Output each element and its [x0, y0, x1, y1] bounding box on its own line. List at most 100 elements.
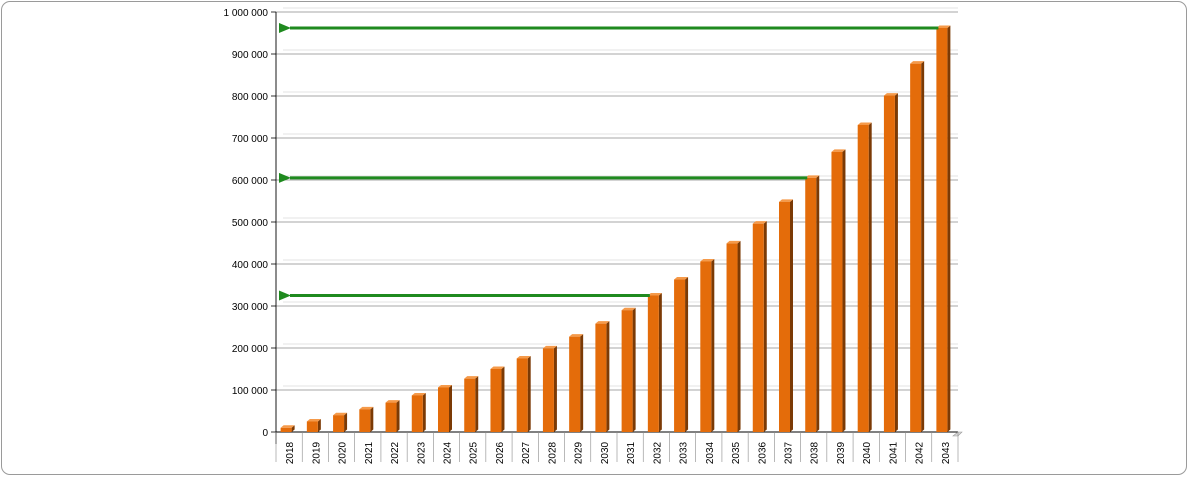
bar-front — [700, 261, 712, 432]
x-tick-label: 2023 — [416, 441, 427, 464]
bar-top — [752, 221, 767, 224]
bar-top — [726, 240, 741, 244]
bar — [280, 425, 295, 432]
annotation-arrows — [279, 22, 939, 301]
bar-front — [569, 336, 581, 432]
bar-front — [306, 421, 318, 432]
bar — [831, 149, 846, 433]
bar-top — [831, 149, 846, 152]
bar-side — [396, 400, 400, 432]
x-tick-label: 2040 — [862, 441, 873, 464]
x-tick-label: 2028 — [547, 441, 558, 464]
bar-front — [647, 295, 659, 432]
bar — [490, 366, 505, 432]
bar-front — [621, 310, 633, 432]
bar-front — [359, 409, 371, 432]
y-tick-label: 300 000 — [232, 302, 269, 313]
bar-top — [805, 175, 820, 178]
y-tick-label: 700 000 — [232, 134, 269, 145]
bar-side — [632, 307, 636, 432]
bar-front — [438, 387, 449, 432]
bar-side — [894, 93, 898, 432]
bar — [569, 334, 584, 432]
bar-top — [779, 199, 793, 202]
bar-top — [857, 122, 872, 125]
bar-top — [516, 356, 531, 359]
y-tick-labels: 0 100 000 200 000 300 000 400 000 500 000 600 … — [224, 8, 269, 439]
bar-front — [516, 358, 528, 432]
bar — [359, 406, 374, 432]
bar-front — [674, 279, 686, 432]
bar-front — [883, 95, 895, 432]
y-tick-label: 200 000 — [232, 344, 269, 355]
x-tick-label: 2022 — [390, 441, 401, 464]
x-tick-label: 2021 — [364, 441, 375, 464]
bar-front — [385, 402, 397, 432]
bar-top — [542, 345, 557, 349]
bar — [647, 293, 662, 432]
x-tick-label: 2025 — [469, 441, 480, 464]
x-tick-label: 2026 — [495, 441, 506, 464]
y-tick-label: 600 000 — [232, 176, 269, 187]
bar — [464, 376, 479, 432]
bar — [726, 240, 741, 432]
y-tick-label: 500 000 — [232, 218, 269, 229]
bar-side — [501, 366, 505, 432]
x-tick-label: 2038 — [810, 441, 821, 464]
y-tick-label: 400 000 — [232, 260, 269, 271]
bar — [516, 356, 531, 432]
x-tick-label: 2036 — [757, 441, 768, 464]
bar-top — [490, 366, 505, 369]
x-tick-label: 2043 — [941, 441, 952, 464]
bar — [700, 258, 715, 432]
bar-side — [947, 25, 951, 433]
bar-top — [385, 400, 400, 403]
bar-front — [910, 63, 922, 432]
bar — [883, 93, 898, 432]
bar-top — [700, 258, 715, 262]
bars — [280, 25, 951, 433]
bar-side — [737, 240, 741, 432]
bar-side — [317, 419, 321, 432]
bar — [306, 419, 321, 432]
bar-top — [595, 321, 610, 324]
bar — [621, 307, 636, 432]
bar — [857, 122, 872, 432]
bar-side — [711, 258, 715, 432]
bar — [779, 199, 793, 432]
bar-top — [674, 277, 689, 280]
x-tick-label: 2042 — [915, 441, 926, 464]
bar — [595, 321, 610, 432]
bar-side — [606, 321, 610, 432]
bar-side — [475, 376, 479, 432]
bar-front — [936, 27, 948, 433]
x-tick-label: 2039 — [836, 441, 847, 464]
bar — [385, 400, 400, 432]
bar — [333, 412, 348, 432]
bar-side — [553, 345, 557, 432]
x-tick-labels: 2018 2019 2020 2021 2022 2023 2024 2025 2026 2027… — [285, 441, 952, 464]
bar — [542, 345, 557, 432]
bar-side — [370, 406, 374, 432]
x-tick-label: 2034 — [705, 441, 716, 464]
bar-top — [306, 419, 321, 422]
gridlines — [276, 7, 958, 391]
bar-side — [868, 122, 872, 432]
x-tick-label: 2029 — [574, 441, 585, 464]
floor-corner — [952, 431, 963, 437]
bar-side — [658, 293, 662, 432]
bar-top — [910, 61, 925, 64]
x-tick-label: 2030 — [600, 441, 611, 464]
bar — [438, 384, 452, 432]
bar-front — [857, 124, 869, 432]
bar — [936, 25, 951, 433]
y-tick-label: 800 000 — [232, 92, 269, 103]
bar-front — [542, 348, 554, 432]
bar-front — [333, 415, 345, 432]
x-tick-label: 2037 — [784, 441, 795, 464]
bar-side — [527, 356, 531, 432]
y-tick-label: 900 000 — [232, 50, 269, 61]
bar-side — [580, 334, 584, 432]
bar-top — [569, 334, 584, 337]
